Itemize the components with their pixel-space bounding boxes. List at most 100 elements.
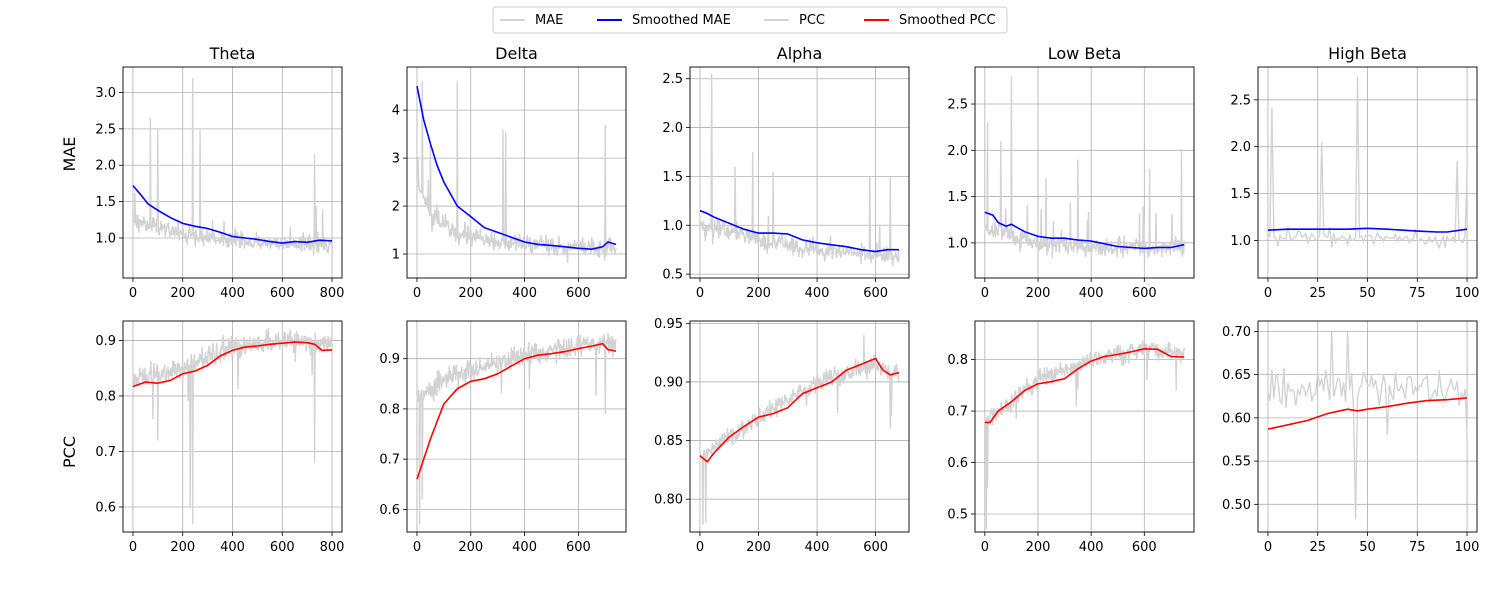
legend-label-pcc: PCC — [799, 13, 825, 28]
panel-theta-pcc: 0 200 400 600 800 0.6 0.7 0.8 0.9 — [95, 320, 344, 555]
x-tick-label: 0 — [413, 540, 421, 555]
x-tick-label: 50 — [1359, 286, 1376, 301]
y-tick-label: 0.9 — [95, 334, 116, 349]
panel-title-high-beta: High Beta — [1328, 44, 1407, 63]
x-tick-label: 400 — [1079, 540, 1104, 555]
y-tick-label: 2.5 — [947, 98, 968, 113]
y-tick-label: 0.95 — [654, 317, 683, 332]
x-tick-label: 200 — [458, 540, 483, 555]
y-tick-label: 0.55 — [1222, 455, 1251, 470]
y-tick-label: 0.90 — [654, 375, 683, 390]
y-tick-label: 0.60 — [1222, 411, 1251, 426]
x-tick-label: 25 — [1309, 540, 1326, 555]
x-tick-label: 0 — [1264, 286, 1272, 301]
x-tick-label: 0 — [1264, 540, 1272, 555]
y-tick-label: 2.5 — [1230, 93, 1251, 108]
x-tick-label: 0 — [981, 540, 989, 555]
y-tick-label: 1.5 — [662, 170, 683, 185]
panel-low-beta-pcc: 0 200 400 600 0.5 0.6 0.7 0.8 — [947, 320, 1195, 555]
x-tick-label: 0 — [129, 540, 137, 555]
y-tick-label: 0.9 — [379, 352, 400, 367]
panel-title-delta: Delta — [495, 44, 538, 63]
y-tick-label: 0.6 — [95, 501, 116, 516]
row-label-mae: MAE — [60, 137, 79, 172]
x-tick-label: 600 — [863, 540, 888, 555]
panel-title-low-beta: Low Beta — [1048, 44, 1122, 63]
y-tick-label: 0.50 — [1222, 498, 1251, 513]
x-tick-label: 400 — [805, 286, 830, 301]
x-tick-label: 75 — [1409, 540, 1426, 555]
row-label-pcc: PCC — [60, 436, 79, 468]
y-tick-label: 0.5 — [662, 268, 683, 283]
panel-title-alpha: Alpha — [777, 44, 823, 63]
smoothed-mae-line — [699, 209, 899, 253]
y-tick-label: 2.5 — [95, 122, 116, 137]
panel-delta-mae: 0 200 400 600 1 2 3 4 Delta — [392, 44, 627, 301]
raw-mae-line — [132, 77, 333, 256]
smoothed-pcc-line — [984, 347, 1185, 424]
raw-pcc-line — [984, 340, 1185, 530]
x-tick-label: 400 — [512, 286, 537, 301]
y-tick-label: 1.5 — [947, 190, 968, 205]
x-tick-label: 200 — [1026, 286, 1051, 301]
x-tick-label: 600 — [1132, 286, 1157, 301]
x-tick-label: 0 — [981, 286, 989, 301]
y-tick-label: 2.0 — [947, 144, 968, 159]
y-tick-label: 0.85 — [654, 434, 683, 449]
x-tick-label: 0 — [696, 540, 704, 555]
x-tick-label: 0 — [413, 286, 421, 301]
smoothed-mae-line — [132, 185, 333, 244]
smoothed-pcc-line — [416, 342, 617, 480]
panel-low-beta-mae: 0 200 400 600 1.0 1.5 2.0 2.5 Low Beta — [947, 44, 1195, 301]
raw-mae-line — [699, 73, 900, 266]
x-tick-label: 100 — [1455, 540, 1480, 555]
y-tick-label: 1.5 — [1230, 187, 1251, 202]
y-tick-label: 1 — [392, 248, 400, 263]
y-tick-label: 3 — [392, 152, 400, 167]
y-tick-label: 2.5 — [662, 72, 683, 87]
axes-frame — [974, 320, 1195, 533]
x-tick-label: 200 — [458, 286, 483, 301]
panel-theta-mae: 0 200 400 600 800 1.0 1.5 2.0 2.5 3.0 Theta — [95, 44, 344, 301]
y-tick-label: 2 — [392, 200, 400, 215]
y-tick-label: 2.0 — [662, 121, 683, 136]
x-tick-label: 400 — [805, 540, 830, 555]
y-tick-label: 0.7 — [947, 405, 968, 420]
y-tick-label: 0.7 — [95, 445, 116, 460]
raw-mae-line — [416, 81, 617, 264]
y-tick-label: 3.0 — [95, 86, 116, 101]
y-tick-label: 2.0 — [1230, 140, 1251, 155]
x-tick-label: 600 — [1132, 540, 1157, 555]
y-tick-label: 1.0 — [662, 219, 683, 234]
x-tick-label: 200 — [746, 286, 771, 301]
y-tick-label: 0.6 — [947, 456, 968, 471]
axes-frame — [406, 320, 627, 533]
x-tick-label: 0 — [696, 286, 704, 301]
y-tick-label: 0.80 — [654, 493, 683, 508]
x-tick-label: 600 — [270, 286, 295, 301]
raw-mae-line — [1267, 76, 1468, 250]
y-tick-label: 2.0 — [95, 159, 116, 174]
x-tick-label: 600 — [566, 286, 591, 301]
smoothed-mae-line — [1267, 227, 1468, 233]
smoothed-pcc-line — [1267, 397, 1468, 430]
axes-frame — [689, 320, 910, 533]
axes-frame — [974, 66, 1195, 279]
smoothed-pcc-line — [699, 357, 900, 463]
y-tick-label: 4 — [392, 104, 400, 119]
y-tick-label: 0.70 — [1222, 325, 1251, 340]
x-tick-label: 400 — [512, 540, 537, 555]
smoothed-mae-line — [984, 211, 1185, 250]
x-tick-label: 200 — [170, 540, 195, 555]
legend-label-mae: MAE — [535, 13, 563, 28]
x-tick-label: 200 — [746, 540, 771, 555]
legend: MAE Smoothed MAE PCC Smoothed PCC — [492, 6, 1008, 34]
y-tick-label: 1.5 — [95, 195, 116, 210]
raw-pcc-line — [416, 332, 617, 525]
x-tick-label: 600 — [566, 540, 591, 555]
x-tick-label: 50 — [1359, 540, 1376, 555]
x-tick-label: 200 — [1026, 540, 1051, 555]
panel-alpha-pcc: 0 200 400 600 0.80 0.85 0.90 0.95 — [654, 317, 910, 555]
x-tick-label: 200 — [170, 286, 195, 301]
